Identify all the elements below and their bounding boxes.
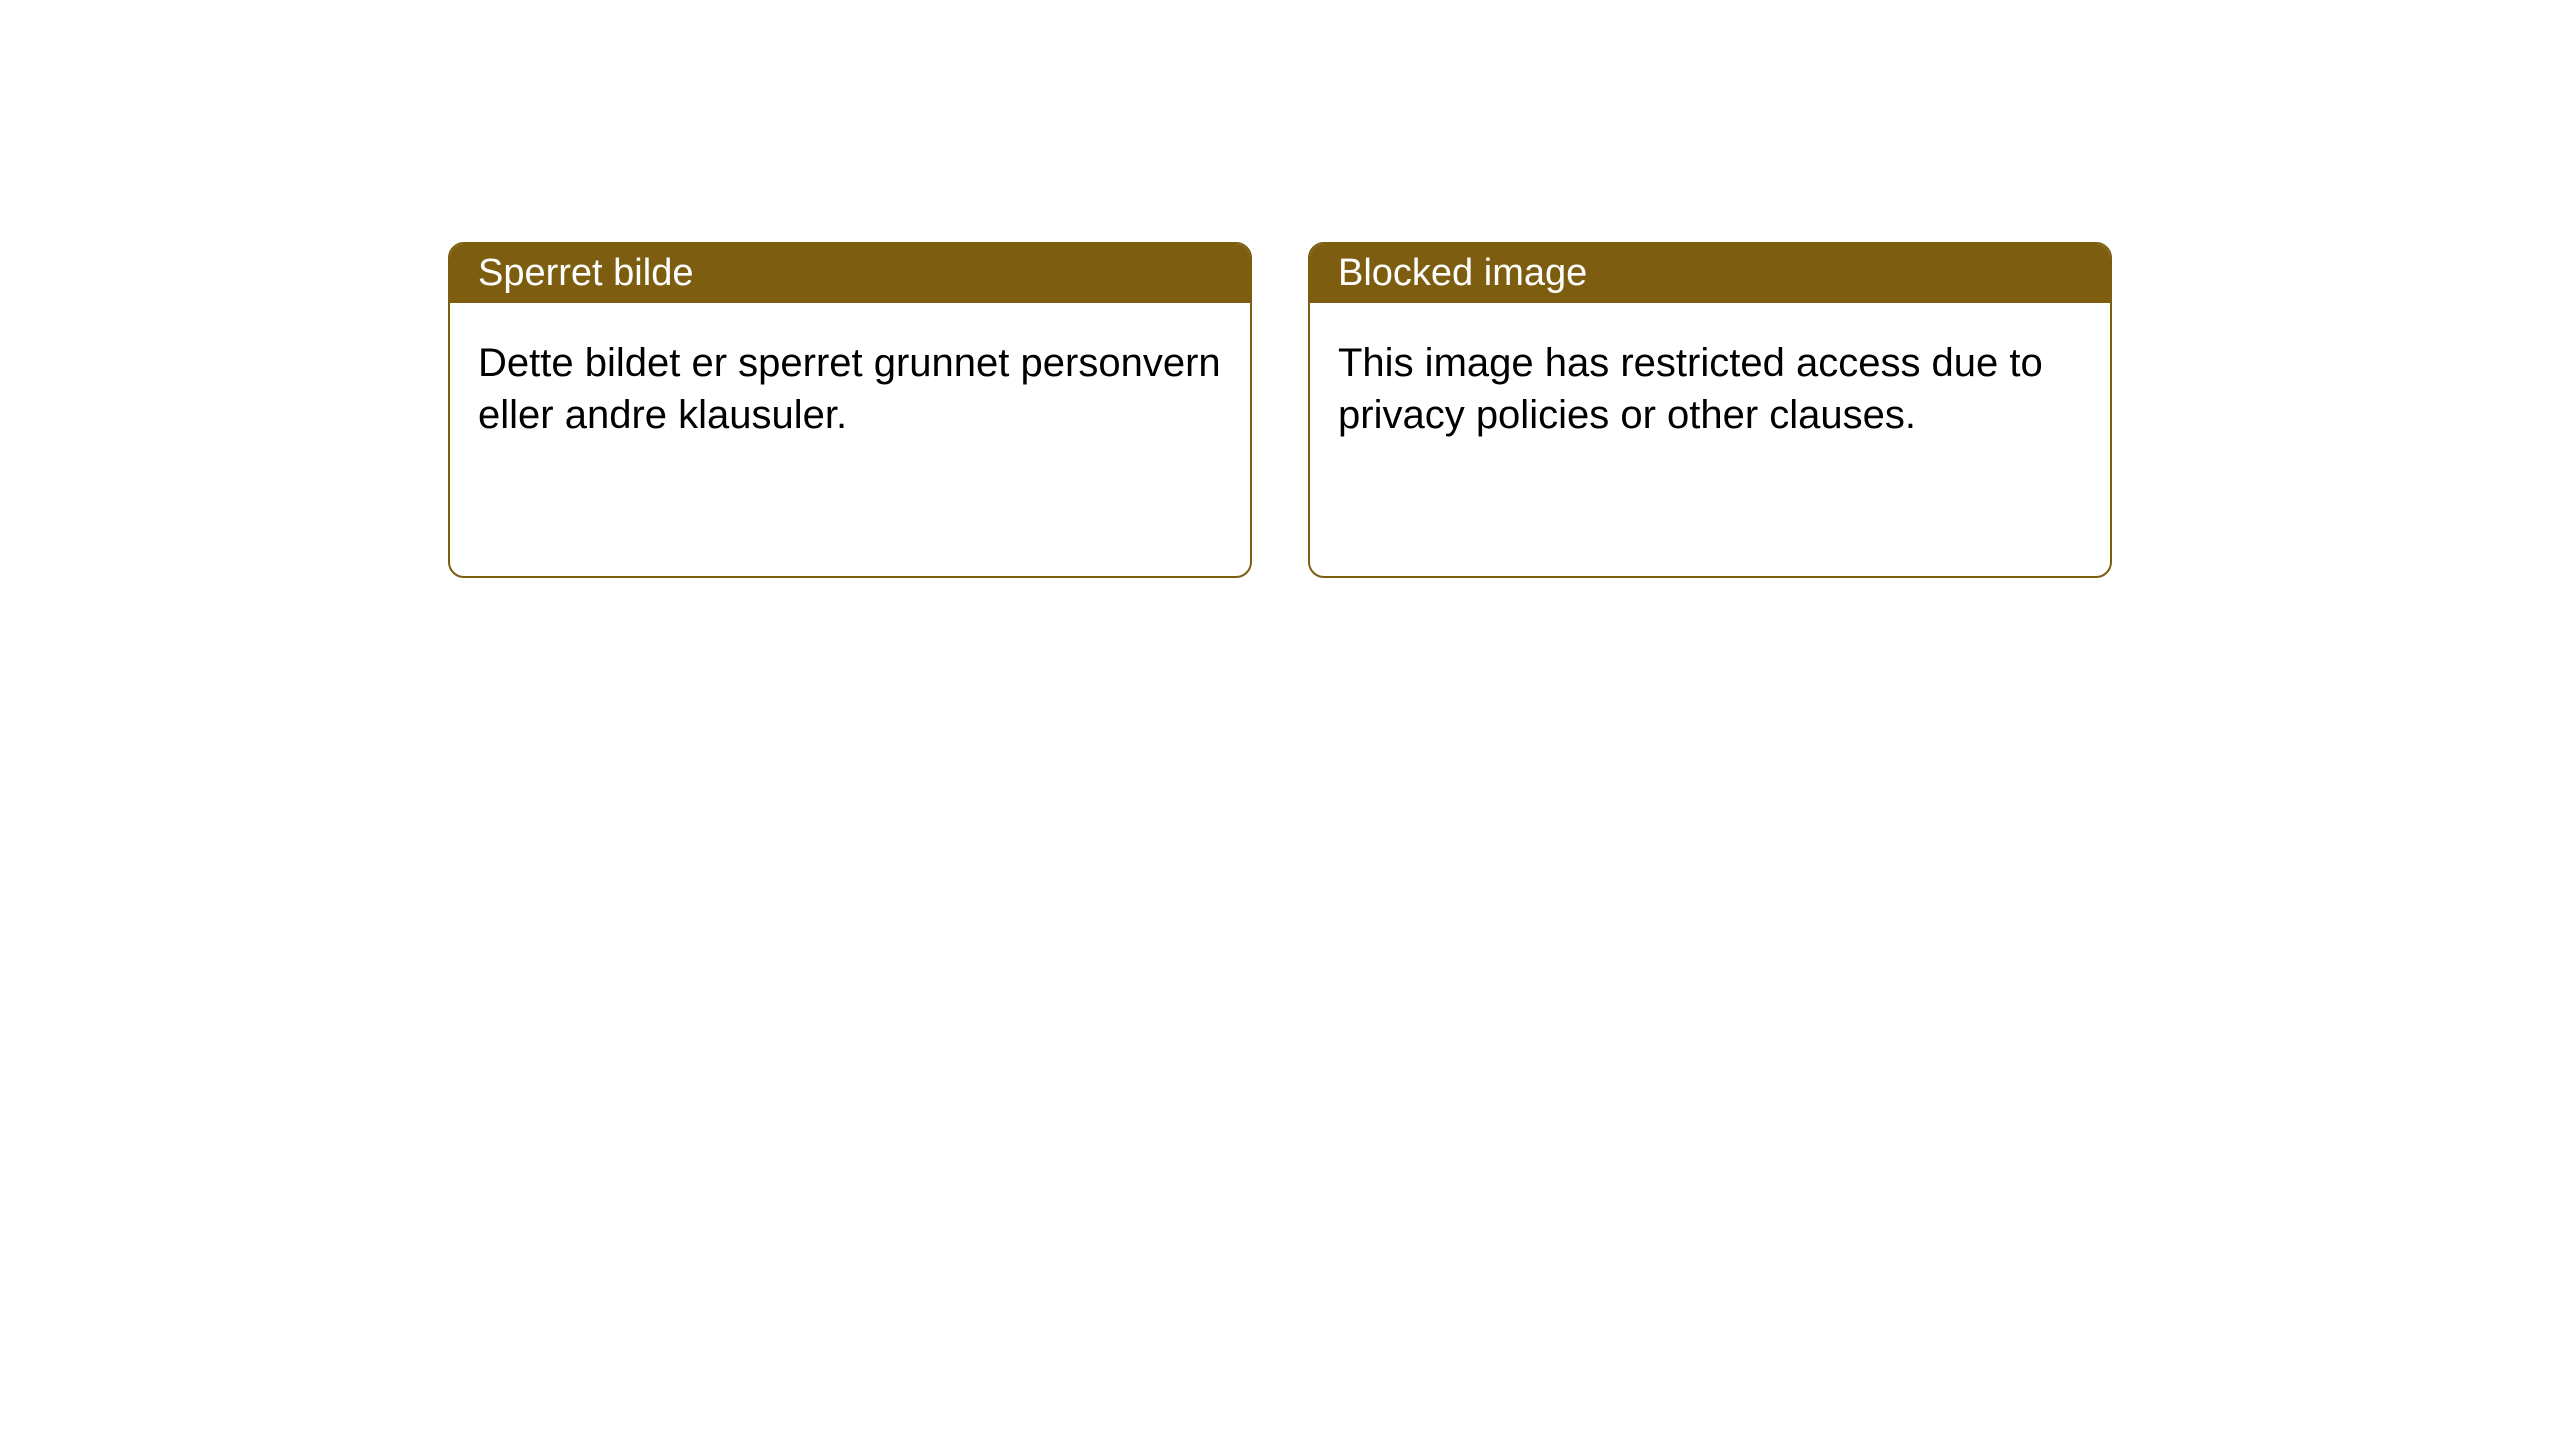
notice-body: Dette bildet er sperret grunnet personve… [450,303,1250,475]
notice-text: Dette bildet er sperret grunnet personve… [478,341,1221,437]
notice-card-norwegian: Sperret bilde Dette bildet er sperret gr… [448,242,1252,578]
notice-body: This image has restricted access due to … [1310,303,2110,475]
notice-card-english: Blocked image This image has restricted … [1308,242,2112,578]
notice-text: This image has restricted access due to … [1338,341,2043,437]
notice-title: Blocked image [1338,252,1587,294]
notice-header: Sperret bilde [450,244,1250,303]
notice-container: Sperret bilde Dette bildet er sperret gr… [0,0,2560,578]
notice-header: Blocked image [1310,244,2110,303]
notice-title: Sperret bilde [478,252,693,294]
